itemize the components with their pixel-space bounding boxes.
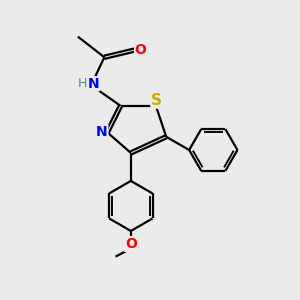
Text: S: S	[151, 93, 162, 108]
Text: N: N	[96, 125, 108, 139]
Text: H: H	[78, 77, 88, 90]
Text: S: S	[151, 93, 162, 108]
Text: O: O	[125, 237, 137, 251]
Text: N: N	[96, 125, 108, 139]
Text: N: N	[88, 77, 99, 91]
Text: O: O	[135, 43, 146, 57]
